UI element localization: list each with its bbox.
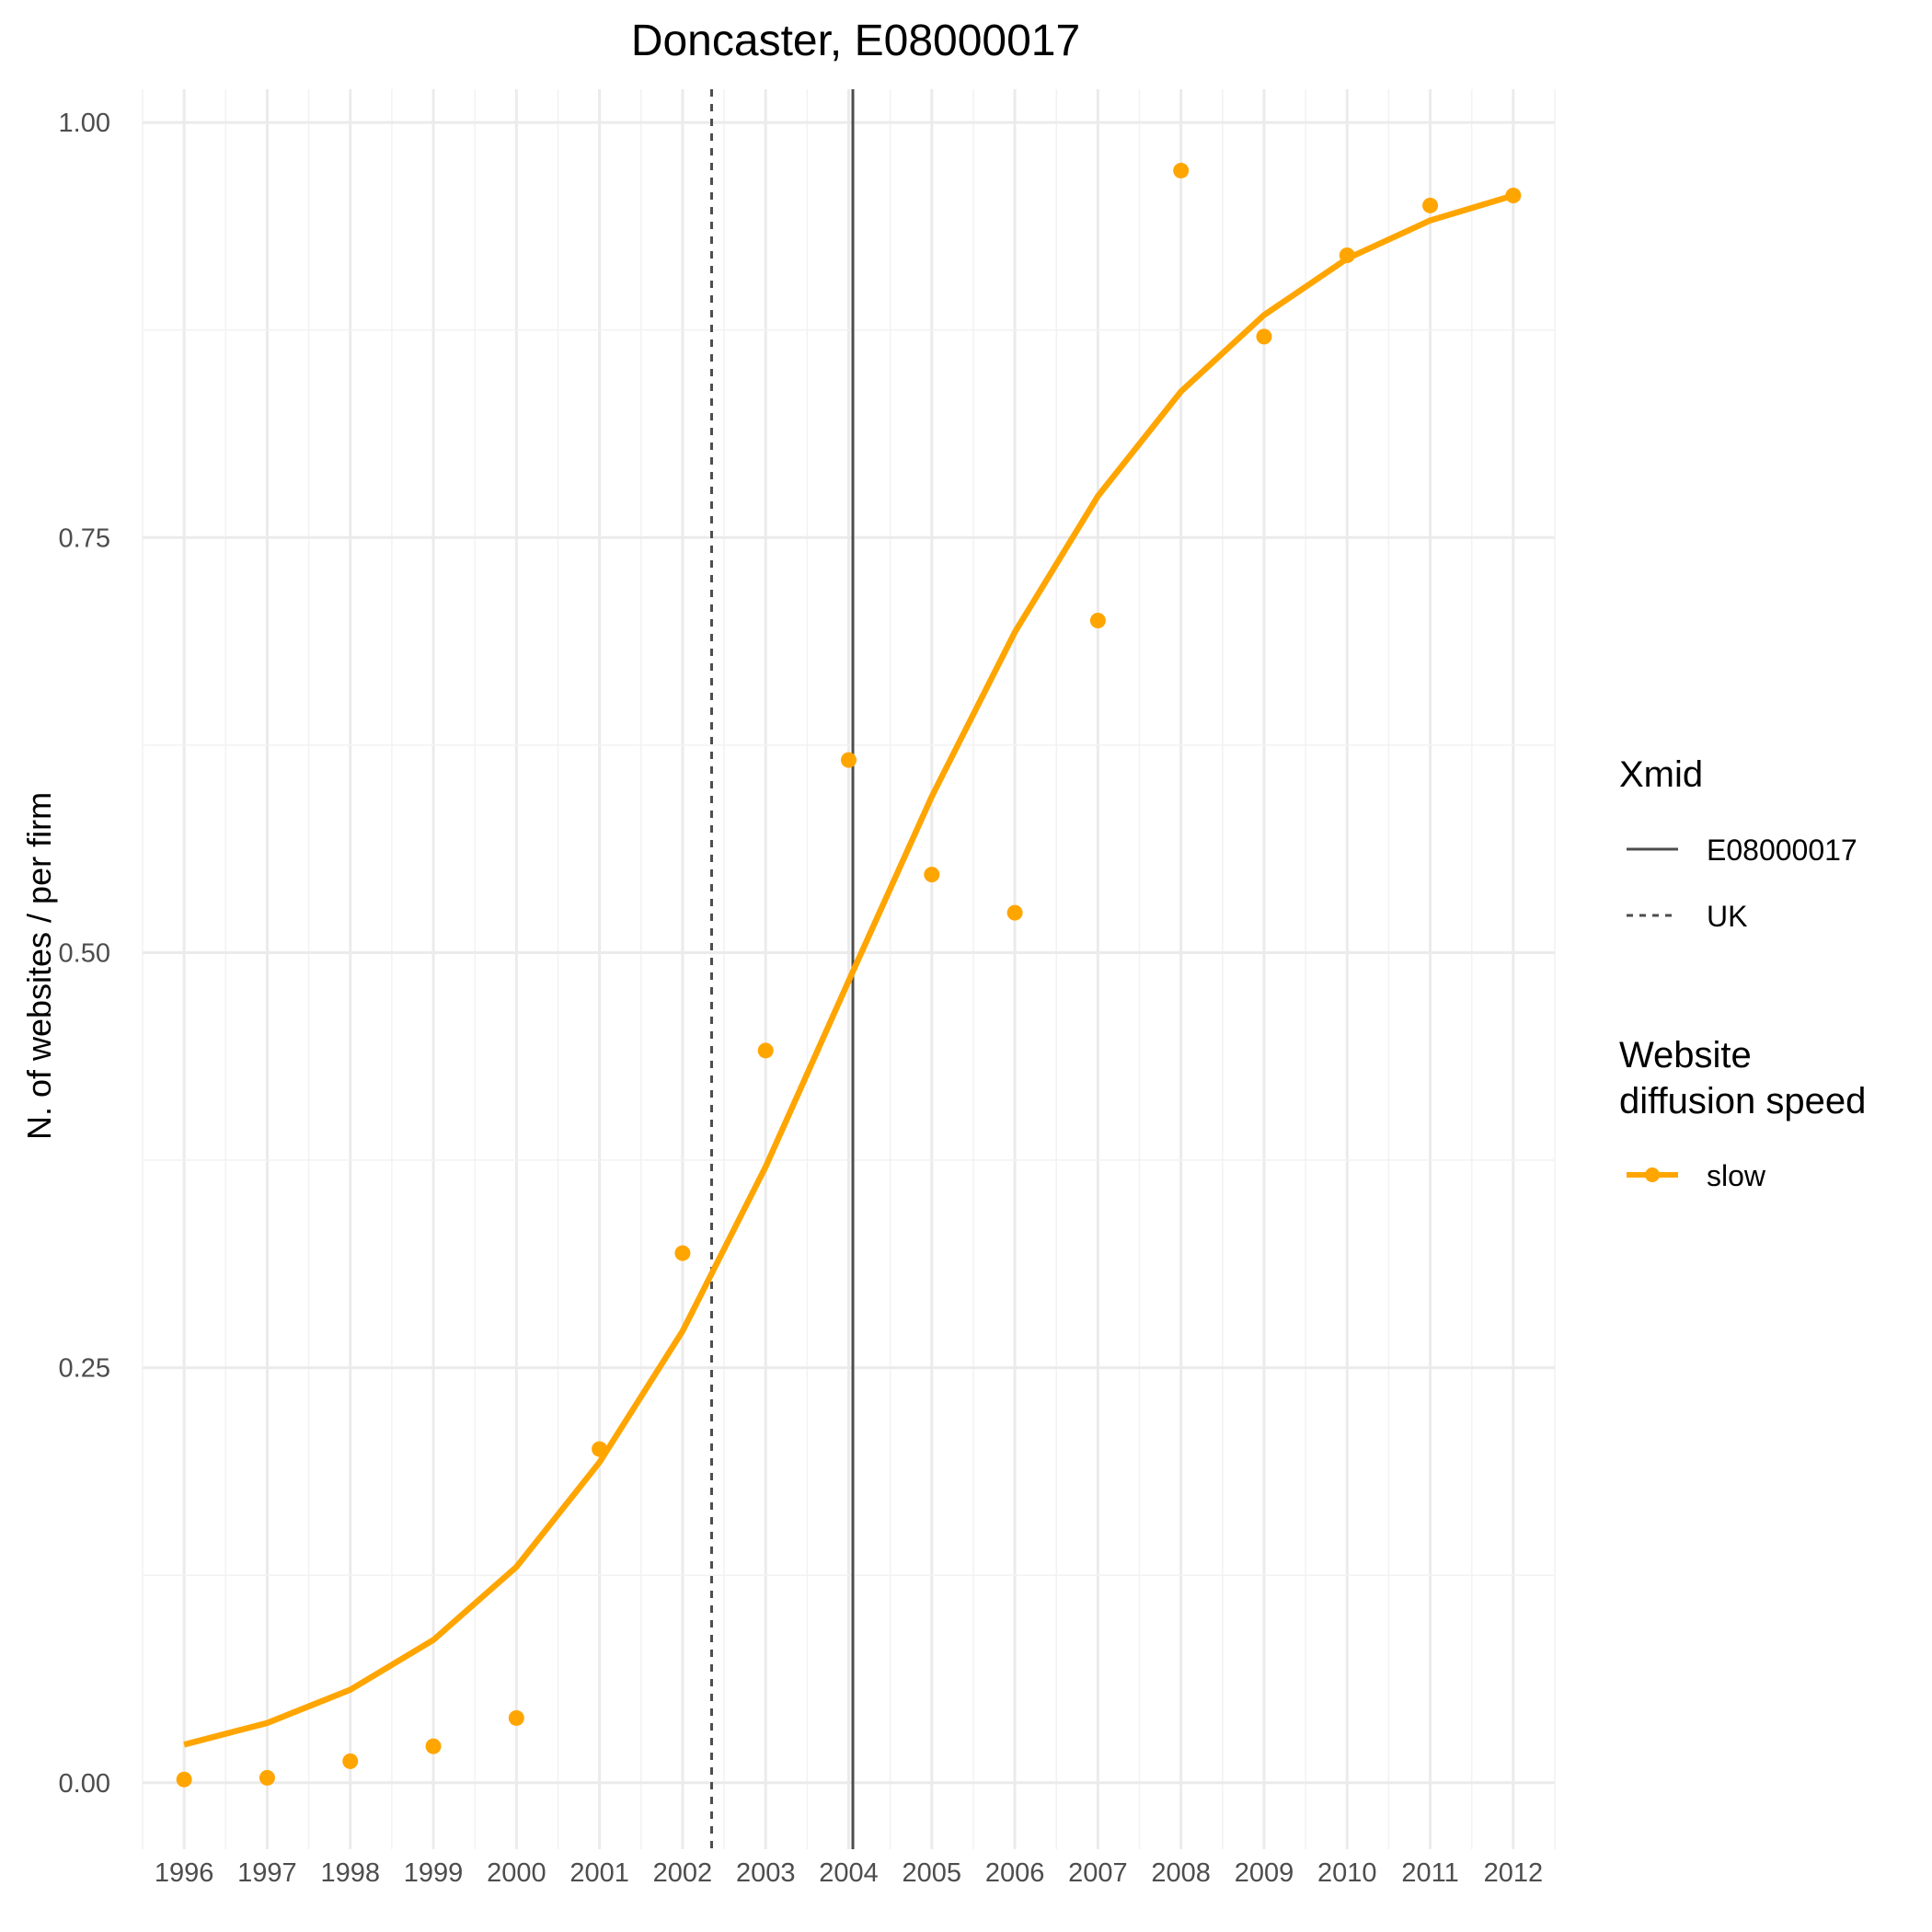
legend: Xmid E08000017 UK Website diffusion spee…: [1619, 754, 1866, 1192]
x-tick-label: 2007: [1068, 1858, 1128, 1888]
data-point: [757, 1042, 774, 1059]
x-tick-label: 2010: [1317, 1858, 1377, 1888]
x-tick-label: 2008: [1151, 1858, 1211, 1888]
data-point: [674, 1245, 691, 1261]
y-tick-label: 0.00: [59, 1769, 110, 1799]
chart-title: Doncaster, E08000017: [631, 17, 1080, 65]
y-tick-label: 0.75: [59, 523, 110, 553]
data-point: [1422, 197, 1439, 213]
data-point: [1256, 328, 1272, 345]
data-point: [1173, 162, 1190, 178]
y-axis-title: N. of websites / per firm: [20, 792, 58, 1140]
y-axis-ticks: 0.00 0.25 0.50 0.75 1.00: [59, 109, 110, 1799]
legend-label-slow: slow: [1707, 1159, 1766, 1192]
data-point: [841, 752, 857, 768]
data-point: [508, 1709, 524, 1726]
series-line-slow: [183, 192, 1514, 1748]
data-point: [176, 1771, 192, 1788]
legend-xmid-title: Xmid: [1619, 754, 1703, 795]
x-tick-label: 2004: [819, 1858, 879, 1888]
x-tick-label: 2003: [736, 1858, 796, 1888]
x-tick-label: 2001: [569, 1858, 629, 1888]
x-tick-label: 2009: [1235, 1858, 1294, 1888]
data-point: [1089, 613, 1106, 629]
x-tick-label: 1998: [320, 1858, 380, 1888]
legend-label-e08000017: E08000017: [1707, 834, 1857, 867]
data-point: [259, 1769, 275, 1786]
x-tick-label: 2011: [1401, 1858, 1458, 1888]
x-tick-label: 2000: [487, 1858, 546, 1888]
data-point: [1006, 904, 1023, 921]
y-tick-label: 0.50: [59, 938, 110, 968]
data-point: [592, 1441, 608, 1457]
x-tick-label: 2006: [985, 1858, 1045, 1888]
x-tick-label: 1996: [155, 1858, 214, 1888]
x-axis-ticks: 1996 1997 1998 1999 2000 2001 2002 2003 2004 2005…: [155, 1858, 1543, 1888]
x-tick-label: 2005: [903, 1858, 962, 1888]
x-tick-label: 1999: [404, 1858, 464, 1888]
x-tick-label: 2002: [653, 1858, 713, 1888]
x-tick-label: 2012: [1484, 1858, 1544, 1888]
data-point: [924, 867, 940, 883]
y-tick-label: 1.00: [59, 109, 110, 138]
x-tick-label: 1997: [237, 1858, 297, 1888]
data-point: [1505, 188, 1522, 204]
data-point: [425, 1738, 442, 1754]
legend-key-slow-point: [1645, 1167, 1660, 1182]
legend-speed-title-line2: diffusion speed: [1619, 1081, 1866, 1121]
legend-speed-title-line1: Website: [1619, 1035, 1752, 1075]
series-layer: [176, 162, 1522, 1788]
data-point: [342, 1753, 359, 1769]
legend-label-uk: UK: [1707, 900, 1747, 933]
grid: [142, 89, 1556, 1849]
data-point: [1339, 247, 1355, 263]
y-tick-label: 0.25: [59, 1354, 110, 1384]
